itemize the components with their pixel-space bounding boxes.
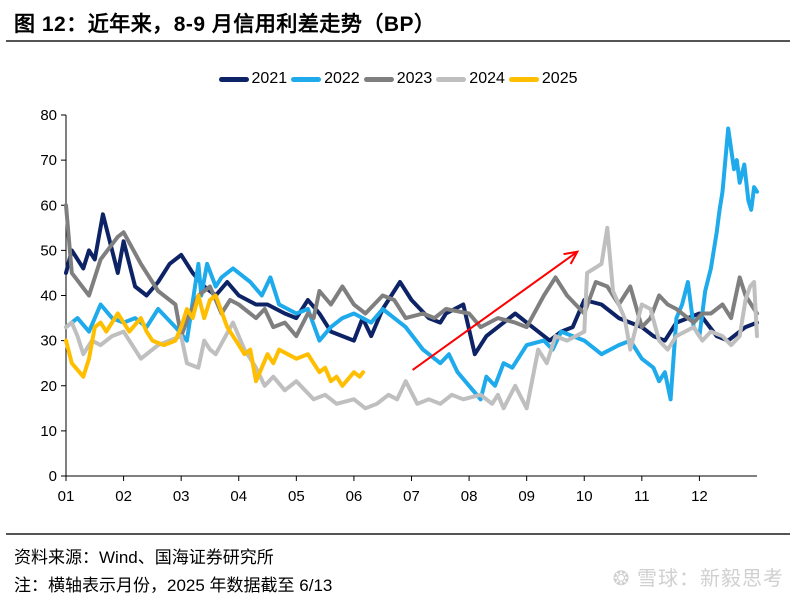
legend-item-2021: 2021 [218,70,288,88]
chart-legend: 2021 2022 2023 2024 2025 [0,70,800,88]
y-tick-label: 80 [40,107,57,124]
series-line-2023 [64,203,759,339]
watermark-text: 雪球：新毅思考 [637,568,784,590]
legend-item-2025: 2025 [508,70,578,88]
series-line-2025 [64,293,366,388]
legend-label: 2023 [396,70,433,87]
legend-item-2022: 2022 [291,70,360,88]
source-note: 资料来源：Wind、国海证券研究所 [14,548,274,567]
legend-item-2023: 2023 [363,70,433,88]
x-tick-label: 02 [115,488,132,505]
legend-swatch [436,76,467,82]
footer-divider [6,533,790,535]
y-tick-label: 50 [40,242,57,259]
y-tick-label: 20 [40,378,57,395]
legend-swatch [508,76,539,82]
legend-label: 2024 [469,70,505,87]
x-tick-label: 05 [288,488,305,505]
legend-label: 2025 [541,70,578,87]
y-tick-label: 60 [40,197,57,214]
y-tick-label: 70 [40,152,57,169]
y-tick-label: 40 [40,288,57,305]
title-divider [6,40,790,42]
legend-item-2024: 2024 [436,70,505,88]
legend-swatch [291,76,322,82]
x-tick-label: 11 [634,488,650,505]
x-tick-label: 10 [576,488,593,505]
y-tick-label: 30 [40,333,57,350]
legend-swatch [363,76,394,82]
legend-label: 2021 [251,70,288,87]
footnote: 注：横轴表示月份，2025 年数据截至 6/13 [14,576,333,595]
legend-label: 2022 [324,70,360,87]
x-tick-label: 12 [691,488,708,505]
x-tick-label: 06 [346,488,363,505]
x-tick-label: 04 [230,488,247,505]
y-tick-label: 10 [40,423,57,440]
x-tick-label: 09 [518,488,535,505]
watermark: ❂ 雪球：新毅思考 [612,568,784,590]
x-tick-label: 03 [173,488,190,505]
figure-title: 图 12：近年来，8-9 月信用利差走势（BP） [14,13,436,36]
y-tick-label: 0 [49,468,57,485]
x-tick-label: 08 [461,488,478,505]
x-tick-label: 01 [58,488,75,505]
trend-arrow-head [563,250,580,265]
series-line-2024 [64,225,759,411]
x-tick-label: 07 [403,488,420,505]
trend-arrow-line [412,250,578,371]
legend-swatch [218,76,249,82]
